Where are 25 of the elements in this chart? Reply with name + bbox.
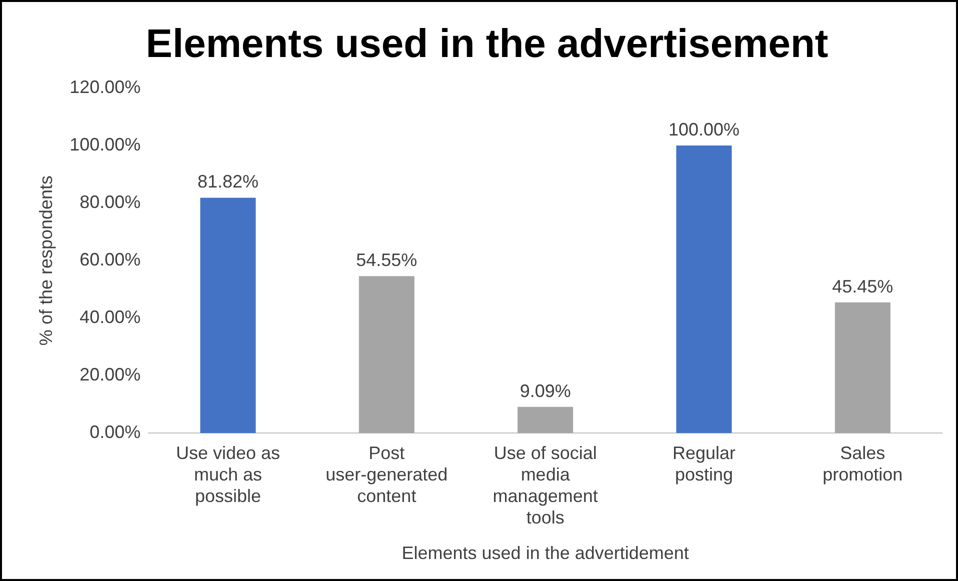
data-label: 81.82% (197, 172, 259, 192)
y-axis-title: % of the respondents (36, 175, 56, 346)
y-tick-label: 20.00% (80, 364, 141, 384)
data-label: 9.09% (520, 380, 571, 401)
y-tick-label: 40.00% (80, 306, 141, 327)
x-tick-label: Sales promotion (822, 442, 903, 484)
bar (834, 302, 890, 433)
y-tick-label: 80.00% (80, 192, 141, 212)
data-label: 54.55% (356, 250, 418, 270)
bar (358, 276, 414, 433)
x-axis-title: Elements used in the advertidement (402, 543, 689, 564)
x-tick-label: Post user-generated content (326, 442, 448, 506)
chart-title: Elements used in the advertisement (146, 22, 828, 66)
y-tick-label: 0.00% (90, 422, 141, 442)
data-label: 45.45% (832, 276, 894, 296)
bar (200, 198, 256, 433)
y-tick-label: 60.00% (80, 249, 141, 270)
y-tick-label: 120.00% (70, 76, 141, 97)
y-tick-label: 100.00% (70, 134, 141, 154)
bar (518, 406, 574, 433)
x-tick-label: Use of social media management tools (492, 442, 598, 528)
x-tick-label: Regular posting (672, 442, 736, 484)
bar (676, 146, 732, 433)
data-label: 100.00% (668, 119, 740, 140)
x-tick-label: Use video as much as possible (176, 442, 280, 506)
